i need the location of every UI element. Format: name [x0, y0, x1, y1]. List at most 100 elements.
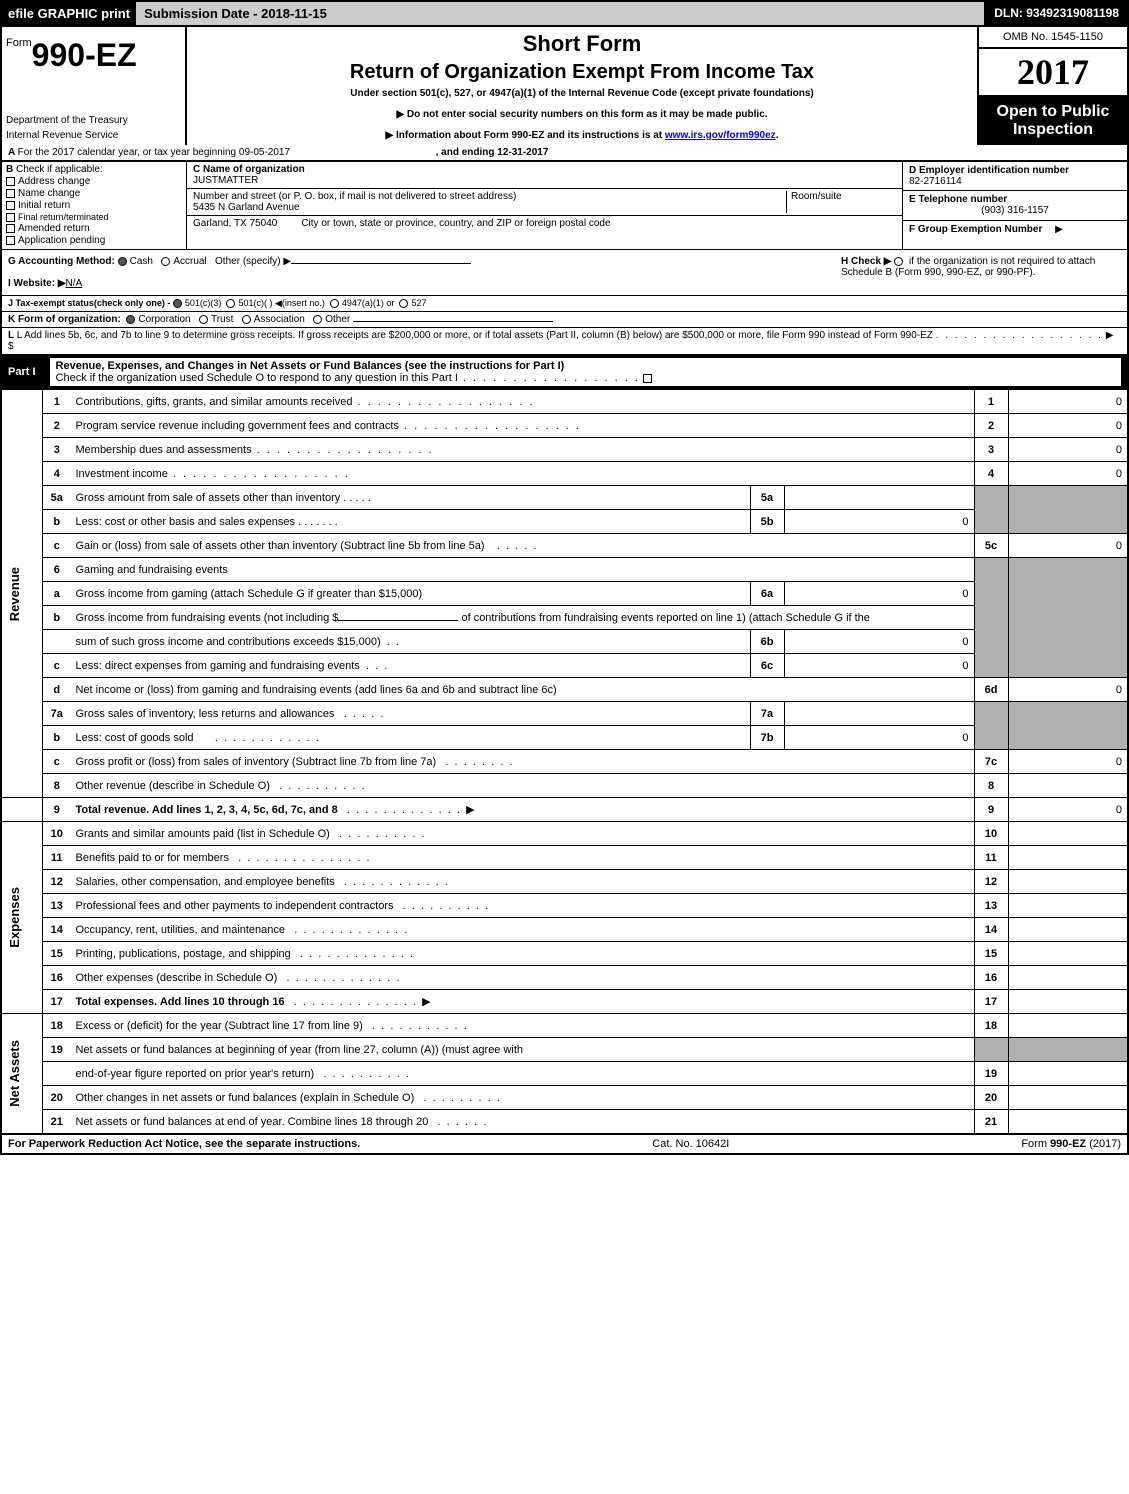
table-row: c Gross profit or (loss) from sales of i…: [1, 750, 1128, 774]
val-17: [1008, 990, 1128, 1014]
val-6d: 0: [1008, 678, 1128, 702]
line-g-h: G Accounting Method: Cash Accrual Other …: [0, 250, 1129, 296]
val-6c: 0: [784, 654, 974, 678]
tax-year: 2017: [979, 49, 1127, 97]
val-6a: 0: [784, 582, 974, 606]
val-7a: [784, 702, 974, 726]
org-city: Garland, TX 75040: [193, 218, 277, 229]
val-16: [1008, 966, 1128, 990]
box-d-label: D Employer identification number: [909, 165, 1069, 176]
cb-initial-return[interactable]: Initial return: [6, 200, 182, 211]
table-row: 8 Other revenue (describe in Schedule O)…: [1, 774, 1128, 798]
radio-501c3[interactable]: [173, 299, 182, 308]
part1-header: Part I Revenue, Expenses, and Changes in…: [0, 355, 1129, 389]
table-row: sum of such gross income and contributio…: [1, 630, 1128, 654]
radio-corp[interactable]: [126, 315, 135, 324]
table-row: 7a Gross sales of inventory, less return…: [1, 702, 1128, 726]
part1-check-text: Check if the organization used Schedule …: [56, 372, 458, 384]
line-l: L L Add lines 5b, 6c, and 7b to line 9 t…: [0, 328, 1129, 355]
line-k: K Form of organization: Corporation Trus…: [0, 312, 1129, 328]
radio-trust[interactable]: [199, 315, 208, 324]
val-8: [1008, 774, 1128, 798]
radio-h[interactable]: [894, 257, 903, 266]
form-prefix: Form: [6, 37, 32, 49]
val-18: [1008, 1014, 1128, 1038]
table-row: 13 Professional fees and other payments …: [1, 894, 1128, 918]
sidelabel-expenses: Expenses: [7, 887, 22, 948]
table-row: 5a Gross amount from sale of assets othe…: [1, 486, 1128, 510]
submission-date: Submission Date - 2018-11-15: [136, 2, 986, 25]
table-row: 6 Gaming and fundraising events: [1, 558, 1128, 582]
line-j: J Tax-exempt status(check only one) - 50…: [0, 296, 1129, 312]
radio-501c[interactable]: [226, 299, 235, 308]
line-a-end: , and ending 12-31-2017: [436, 147, 549, 158]
cb-application-pending[interactable]: Application pending: [6, 235, 182, 246]
radio-4947[interactable]: [330, 299, 339, 308]
table-row: Expenses 10 Grants and similar amounts p…: [1, 822, 1128, 846]
form-title-2: Return of Organization Exempt From Incom…: [195, 61, 969, 84]
table-row: b Less: cost or other basis and sales ex…: [1, 510, 1128, 534]
main-table: Revenue 1 Contributions, gifts, grants, …: [0, 389, 1129, 1134]
table-row: 11 Benefits paid to or for members . . .…: [1, 846, 1128, 870]
footer-left: For Paperwork Reduction Act Notice, see …: [8, 1138, 360, 1150]
cb-amended-return[interactable]: Amended return: [6, 223, 182, 234]
table-row: end-of-year figure reported on prior yea…: [1, 1062, 1128, 1086]
section-bcdef: B Check if applicable: Address change Na…: [0, 161, 1129, 250]
val-13: [1008, 894, 1128, 918]
table-row: 20 Other changes in net assets or fund b…: [1, 1086, 1128, 1110]
part1-checkbox[interactable]: [643, 374, 652, 383]
cb-final-return[interactable]: Final return/terminated: [6, 212, 182, 222]
radio-assoc[interactable]: [242, 315, 251, 324]
bullet2-pre: ▶ Information about Form 990-EZ and its …: [386, 130, 665, 141]
cb-address-change[interactable]: Address change: [6, 176, 182, 187]
ein: 82-2716114: [909, 176, 962, 187]
box-f-arrow: ▶: [1055, 224, 1063, 235]
val-4: 0: [1008, 462, 1128, 486]
k-label: K Form of organization:: [8, 314, 121, 325]
efile-label: efile GRAPHIC print: [2, 2, 136, 25]
city-label: City or town, state or province, country…: [301, 218, 610, 229]
val-1: 0: [1008, 390, 1128, 414]
org-address: 5435 N Garland Avenue: [193, 202, 786, 213]
val-5c: 0: [1008, 534, 1128, 558]
val-19: [1008, 1062, 1128, 1086]
val-3: 0: [1008, 438, 1128, 462]
department-line1: Department of the Treasury: [2, 111, 185, 130]
radio-accrual[interactable]: [161, 257, 170, 266]
h-label: H Check ▶: [841, 256, 891, 267]
table-row: 3 Membership dues and assessments 3 0: [1, 438, 1128, 462]
form-bullet-1: ▶ Do not enter social security numbers o…: [195, 109, 969, 120]
radio-527[interactable]: [399, 299, 408, 308]
g-label: G Accounting Method:: [8, 256, 115, 267]
val-5a: [784, 486, 974, 510]
bullet2-post: .: [776, 130, 779, 141]
val-5b: 0: [784, 510, 974, 534]
table-row: 9 Total revenue. Add lines 1, 2, 3, 4, 5…: [1, 798, 1128, 822]
room-suite-label: Room/suite: [786, 191, 896, 213]
table-row: b Less: cost of goods sold . . . . . . .…: [1, 726, 1128, 750]
table-row: c Gain or (loss) from sale of assets oth…: [1, 534, 1128, 558]
irs-link[interactable]: www.irs.gov/form990ez: [665, 130, 776, 141]
cb-name-change[interactable]: Name change: [6, 188, 182, 199]
form-bullet-2: ▶ Information about Form 990-EZ and its …: [195, 130, 969, 141]
val-7b: 0: [784, 726, 974, 750]
box-f-label: F Group Exemption Number: [909, 224, 1042, 235]
table-row: d Net income or (loss) from gaming and f…: [1, 678, 1128, 702]
table-row: 15 Printing, publications, postage, and …: [1, 942, 1128, 966]
radio-other[interactable]: [313, 315, 322, 324]
box-e-label: E Telephone number: [909, 194, 1007, 205]
val-9: 0: [1008, 798, 1128, 822]
val-20: [1008, 1086, 1128, 1110]
i-label: I Website: ▶: [8, 278, 66, 289]
table-row: 16 Other expenses (describe in Schedule …: [1, 966, 1128, 990]
addr-label: Number and street (or P. O. box, if mail…: [193, 191, 786, 202]
form-number: 990-EZ: [32, 37, 137, 73]
form-number-block: Form990-EZ: [2, 27, 185, 78]
table-row: Revenue 1 Contributions, gifts, grants, …: [1, 390, 1128, 414]
sidelabel-revenue: Revenue: [7, 567, 22, 621]
dln-number: DLN: 93492319081198: [986, 2, 1127, 25]
table-row: c Less: direct expenses from gaming and …: [1, 654, 1128, 678]
footer-right: Form 990-EZ (2017): [1021, 1138, 1121, 1150]
top-bar: efile GRAPHIC print Submission Date - 20…: [0, 0, 1129, 27]
radio-cash[interactable]: [118, 257, 127, 266]
